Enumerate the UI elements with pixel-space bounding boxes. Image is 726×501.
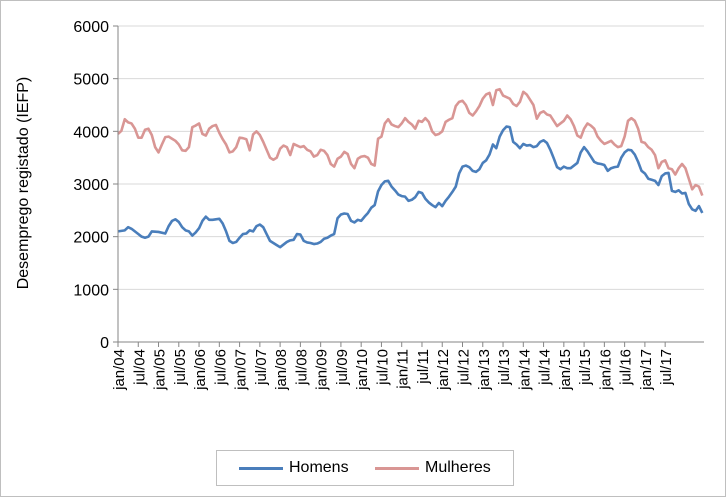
x-tick-label: jan/13	[476, 349, 493, 391]
x-tick-label: jul/06	[212, 349, 229, 386]
x-tick-label: jul/15	[577, 349, 594, 386]
x-tick-label: jul/17	[658, 349, 675, 386]
x-tick-label: jan/17	[638, 349, 655, 391]
x-tick-label: jul/13	[496, 349, 513, 386]
x-tick-label: jan/12	[435, 349, 452, 391]
x-tick-label: jul/09	[334, 349, 351, 386]
legend-item-mulheres: Mulheres	[375, 459, 491, 477]
grid-layer	[118, 25, 704, 290]
y-tick-label: 4000	[73, 124, 109, 141]
x-tick-label: jul/08	[293, 349, 310, 386]
x-tick-label: jan/16	[597, 349, 614, 391]
x-tick-label: jan/15	[557, 349, 574, 391]
x-tick-label: jul/12	[456, 349, 473, 386]
legend-item-homens: Homens	[239, 459, 349, 477]
y-axis-label: Desemprego registado (IEFP)	[15, 77, 32, 290]
y-tick-labels: 0 1000 2000 3000 4000 5000 6000	[73, 19, 118, 352]
x-tick-label: jul/10	[374, 349, 391, 386]
series-line-mulheres	[117, 87, 704, 197]
x-tick-label: jul/07	[253, 349, 270, 386]
x-tick-label: jan/06	[192, 349, 209, 391]
y-tick-label: 3000	[73, 177, 109, 194]
legend-label-mulheres: Mulheres	[425, 459, 491, 476]
x-tick-label: jul/11	[415, 349, 432, 385]
x-tick-label: jul/16	[618, 349, 635, 386]
y-tick-label: 1000	[73, 282, 109, 299]
x-tick-label: jan/08	[273, 349, 290, 391]
x-tick-label: jan/14	[516, 349, 533, 391]
y-tick-label: 2000	[73, 230, 109, 247]
x-tick-label: jan/10	[354, 349, 371, 391]
x-tick-label: jan/07	[233, 349, 250, 391]
y-tick-label: 5000	[73, 72, 109, 89]
series-layer	[117, 87, 704, 249]
x-tick-label: jan/05	[152, 349, 169, 391]
legend-swatch-mulheres	[375, 466, 419, 470]
x-tick-label: jul/04	[131, 349, 148, 386]
y-tick-label: 0	[100, 335, 109, 352]
legend: Homens Mulheres	[216, 450, 514, 486]
x-tick-label: jul/05	[172, 349, 189, 386]
x-tick-labels: jan/04 jul/04 jan/05 jul/05 jan/06 jul/06 jan/…	[111, 342, 675, 391]
legend-label-homens: Homens	[289, 459, 349, 476]
x-tick-label: jul/14	[537, 349, 554, 386]
x-tick-label: jan/09	[314, 349, 331, 391]
y-tick-label: 6000	[73, 19, 109, 36]
x-tick-label: jan/04	[111, 349, 128, 391]
x-tick-label: jan/11	[395, 349, 412, 390]
series-line-homens	[117, 125, 704, 249]
legend-swatch-homens	[239, 466, 283, 470]
